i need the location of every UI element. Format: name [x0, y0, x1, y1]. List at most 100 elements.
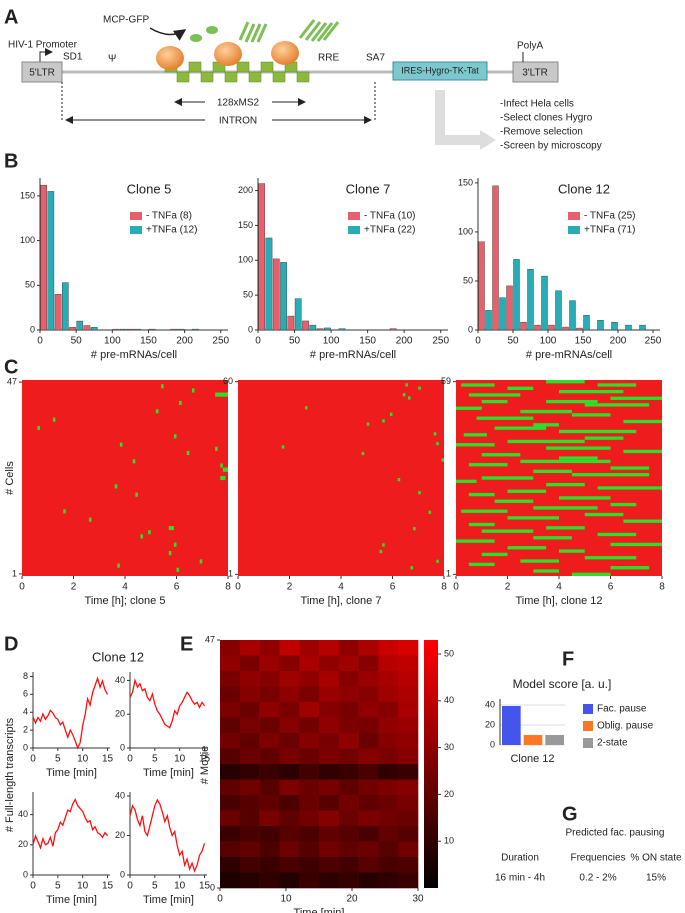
heatmap-cell	[319, 764, 340, 780]
heatmap-cell	[378, 702, 399, 718]
x-tick-label: 8	[441, 582, 447, 593]
heatmap-cell	[319, 717, 340, 734]
heatmap-cell	[299, 655, 320, 672]
y-tick-label: 0	[468, 324, 473, 334]
legend-label: - TNFa (25)	[584, 211, 636, 222]
bar	[555, 290, 562, 331]
bar	[478, 241, 485, 331]
x-tick-label: 5	[152, 881, 158, 892]
bar	[316, 328, 324, 331]
sa7-label: SA7	[366, 53, 385, 64]
x-tick-label: 200	[176, 336, 193, 347]
bar	[562, 326, 569, 331]
heatmap-cell	[398, 671, 419, 687]
on-interval	[173, 434, 177, 439]
heatmap-cell	[279, 872, 300, 889]
x-tick-label: 250	[645, 336, 662, 347]
on-interval	[468, 492, 495, 497]
heatmap-cell	[220, 671, 241, 687]
on-interval	[584, 556, 637, 560]
heatmap-cell	[220, 655, 241, 672]
heatmap-cell	[338, 671, 359, 687]
panel-label: D	[4, 633, 18, 655]
heatmap-cell	[220, 686, 241, 703]
heatmap-cell	[239, 655, 260, 672]
on-interval	[520, 559, 559, 563]
bar	[177, 328, 185, 331]
x-tick-label: 15	[102, 754, 114, 765]
y-tick-label: 50	[25, 280, 35, 290]
on-interval	[494, 426, 547, 430]
heatmap-cell	[358, 764, 379, 780]
heatmap-cell	[259, 640, 280, 656]
on-interval	[546, 399, 598, 404]
x-axis-label: Time [min]	[143, 767, 194, 779]
x-tick-label: 15	[199, 754, 211, 765]
heatmap-cell	[358, 640, 379, 656]
x-tick-label: 0	[453, 582, 459, 593]
on-interval	[114, 484, 118, 489]
intron-label: INTRON	[219, 116, 257, 127]
x-tick-label: 0	[127, 754, 133, 765]
on-interval	[179, 400, 182, 406]
bar	[83, 325, 91, 331]
x-tick-label: 4	[122, 582, 128, 593]
x-axis-label: Time [h], clone 12	[515, 595, 602, 607]
on-interval	[361, 451, 365, 456]
legend-label: Fac. pause	[597, 704, 647, 715]
heatmap-cell	[279, 779, 300, 796]
bar	[272, 258, 280, 331]
heatmap-cell	[239, 779, 260, 796]
x-tick-label: 30	[412, 894, 424, 905]
bar	[506, 285, 513, 331]
heatmap-cell	[319, 795, 340, 811]
heatmap-cell	[338, 826, 359, 842]
heatmap-cell	[220, 702, 241, 718]
heatmap-cell	[279, 733, 300, 749]
heatmap-cell	[259, 686, 280, 703]
x-tick-label: 20	[346, 894, 358, 905]
on-interval	[402, 393, 406, 397]
y-tick-label: 2	[23, 724, 28, 734]
legend-swatch	[583, 721, 593, 731]
heatmap-cell	[338, 717, 359, 734]
on-interval	[168, 550, 172, 556]
y-tick-label: 100	[458, 226, 473, 236]
bar	[54, 294, 62, 331]
x-tick-label: 10	[174, 754, 186, 765]
process-arrow	[435, 90, 480, 145]
on-interval	[382, 419, 385, 423]
ltr3-label: 3'LTR	[522, 68, 548, 79]
heatmap-cell	[378, 640, 399, 656]
on-interval	[410, 566, 414, 570]
legend-label: +TNFa (22)	[364, 225, 415, 236]
heatmap-cell	[319, 748, 340, 765]
colorbar-tick-label: 50	[444, 648, 454, 658]
heatmap-cell	[358, 810, 379, 827]
table-title: Predicted fac. pausing	[566, 828, 665, 839]
on-interval	[597, 383, 637, 387]
on-interval	[481, 552, 508, 557]
heatmap-cell	[378, 872, 399, 889]
on-interval	[37, 425, 41, 431]
heatmap-cell	[279, 717, 300, 734]
heatmap-cell	[338, 764, 359, 780]
heatmap-cell	[338, 857, 359, 873]
y-tick-label: 100	[20, 235, 35, 245]
heatmap-cell	[299, 872, 320, 889]
x-tick-label: 0	[30, 881, 36, 892]
y-tick-label: 59	[441, 376, 451, 386]
x-tick-label: 8	[225, 582, 231, 593]
heatmap-cell	[338, 872, 359, 889]
panel-label: C	[4, 356, 18, 378]
x-tick-label: 50	[507, 336, 519, 347]
y-axis-label: # Full-length transcripts	[4, 717, 16, 832]
bar	[76, 320, 84, 331]
on-interval	[520, 459, 611, 464]
x-axis-label: Time [min]	[143, 894, 194, 906]
heatmap-cell	[220, 810, 241, 827]
on-interval	[481, 529, 534, 533]
chart-title: Model score [a. u.]	[513, 677, 612, 691]
heatmap-cell	[259, 826, 280, 842]
on-interval	[405, 383, 408, 387]
